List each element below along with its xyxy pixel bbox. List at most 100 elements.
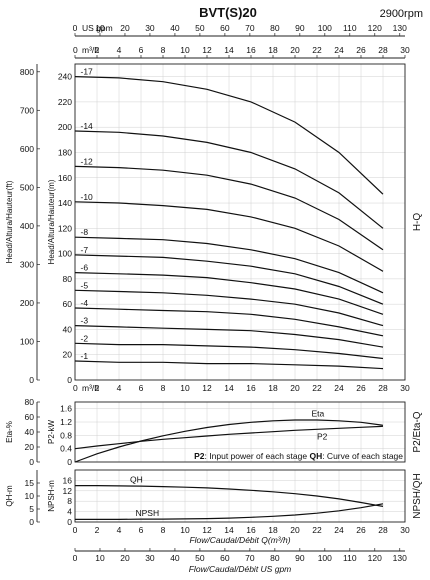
pe-side-label: P2/Eta-Q xyxy=(412,411,423,452)
qn-bottom-m3h-tick-label: 0 xyxy=(73,525,78,535)
qn-bottom-m3h-tick-label: 4 xyxy=(117,525,122,535)
hq-stage-label: -7 xyxy=(81,245,89,255)
pe-kw-axis-label: P2-kW xyxy=(47,420,56,444)
hq-y-tick-label-m: 140 xyxy=(58,198,72,208)
pe-footnote-part: : Input power of each stage xyxy=(205,451,310,461)
hq-bottom-tick-label: 18 xyxy=(268,383,278,393)
bottom-gpm-tick-label: 30 xyxy=(145,553,155,563)
hq-y-tick-label-m: 80 xyxy=(63,274,73,284)
hq-ft-tick-label: 700 xyxy=(20,105,34,115)
top-gpm-tick-label: 100 xyxy=(318,23,332,33)
hq-bottom-tick-label: 16 xyxy=(246,383,256,393)
pe-eta-tick-label: 60 xyxy=(25,412,35,422)
top-gpm-tick-label: 10 xyxy=(95,23,105,33)
pe-p2-curve xyxy=(74,425,384,450)
pe-footnote-part: QH xyxy=(309,451,322,461)
qn-npsh-tick-label: 12 xyxy=(63,486,73,496)
qn-bottom-m3h-tick-label: 12 xyxy=(202,525,212,535)
qn-bottom-m3h-tick-label: 2 xyxy=(95,525,100,535)
hq-curve-stage-10 xyxy=(74,201,384,272)
hq-ft-tick-label: 400 xyxy=(20,221,34,231)
hq-y-tick-label-m: 180 xyxy=(58,147,72,157)
top-gpm-tick-label: 80 xyxy=(270,23,280,33)
qn-npsh-tick-label: 8 xyxy=(67,496,72,506)
top-gpm-tick-label: 0 xyxy=(73,23,78,33)
hq-ft-tick-label: 100 xyxy=(20,336,34,346)
top-m3h-tick-label: 30 xyxy=(400,45,410,55)
pe-p2-series-label: P2 xyxy=(317,431,328,441)
hq-stage-label: -6 xyxy=(81,263,89,273)
qn-bottom-m3h-tick-label: 14 xyxy=(224,525,234,535)
hq-y-tick-label-m: 160 xyxy=(58,173,72,183)
qn-npsh-tick-label: 0 xyxy=(67,517,72,527)
qn-bottom-m3h-tick-label: 28 xyxy=(378,525,388,535)
hq-ft-tick-label: 500 xyxy=(20,182,34,192)
top-m3h-tick-label: 14 xyxy=(224,45,234,55)
pe-kw-tick-label: 0 xyxy=(67,457,72,467)
hq-stage-label: -2 xyxy=(81,333,89,343)
hq-bottom-zero-label: 0 xyxy=(73,383,78,393)
hq-bottom-tick-label: 20 xyxy=(290,383,300,393)
qn-bottom-m3h-tick-label: 16 xyxy=(246,525,256,535)
top-m3h-tick-label: 8 xyxy=(161,45,166,55)
top-gpm-tick-label: 90 xyxy=(295,23,305,33)
hq-curve-stage-1 xyxy=(74,360,384,370)
hq-stage-label: -17 xyxy=(81,67,94,77)
top-gpm-tick-label: 30 xyxy=(145,23,155,33)
hq-curve-stage-5 xyxy=(74,289,384,327)
qn-npsh-axis-label: NPSH-m xyxy=(47,480,56,512)
top-gpm-tick-label: 70 xyxy=(245,23,255,33)
pe-eta-series-label: Eta xyxy=(312,409,325,419)
hq-bottom-tick-label: 10 xyxy=(180,383,190,393)
hq-bottom-axis-label: m³/h xyxy=(82,383,99,393)
top-m3h-tick-label: 20 xyxy=(290,45,300,55)
qn-npsh-tick-label: 4 xyxy=(67,507,72,517)
hq-bottom-tick-label: 22 xyxy=(312,383,322,393)
bottom-gpm-tick-label: 130 xyxy=(393,553,407,563)
hq-y-tick-label-m: 40 xyxy=(63,324,73,334)
hq-stage-label: -4 xyxy=(81,298,89,308)
qn-bottom-m3h-axis-label: Flow/Caudal/Débit Q(m³/h) xyxy=(189,535,290,545)
pe-kw-tick-label: 1.2 xyxy=(60,417,72,427)
hq-bottom-tick-label: 12 xyxy=(202,383,212,393)
hq-bottom-tick-label: 4 xyxy=(117,383,122,393)
pe-plot-frame xyxy=(74,401,406,463)
qn-bottom-m3h-tick-label: 20 xyxy=(290,525,300,535)
hq-y-tick-label-m: 0 xyxy=(67,375,72,385)
bottom-gpm-tick-label: 40 xyxy=(170,553,180,563)
qn-qh-tick-label: 5 xyxy=(29,504,34,514)
pe-eta-tick-label: 80 xyxy=(25,397,35,407)
bottom-gpm-tick-label: 120 xyxy=(368,553,382,563)
hq-stage-label: -10 xyxy=(81,192,94,202)
hq-bottom-tick-label: 28 xyxy=(378,383,388,393)
hq-curve-stage-8 xyxy=(74,236,384,294)
bottom-gpm-tick-label: 10 xyxy=(95,553,105,563)
qn-bottom-m3h-tick-label: 22 xyxy=(312,525,322,535)
qn-side-label: NPSH/QH xyxy=(412,473,423,519)
bottom-gpm-tick-label: 20 xyxy=(120,553,130,563)
hq-bottom-tick-label: 6 xyxy=(139,383,144,393)
hq-curve-stage-3 xyxy=(74,325,384,348)
top-gpm-tick-label: 60 xyxy=(220,23,230,33)
qn-qh-curve xyxy=(75,485,384,507)
qn-bottom-m3h-tick-label: 8 xyxy=(161,525,166,535)
bottom-gpm-tick-label: 60 xyxy=(220,553,230,563)
hq-stage-label: -12 xyxy=(81,156,94,166)
hq-y-tick-label-m: 120 xyxy=(58,223,72,233)
hq-bottom-tick-label: 26 xyxy=(356,383,366,393)
hq-bottom-tick-label: 24 xyxy=(334,383,344,393)
top-m3h-tick-label: 28 xyxy=(378,45,388,55)
bottom-gpm-tick-label: 80 xyxy=(270,553,280,563)
top-m3h-tick-label: 18 xyxy=(268,45,278,55)
hq-stage-label: -8 xyxy=(81,227,89,237)
hq-stage-label: -5 xyxy=(81,280,89,290)
bottom-gpm-tick-label: 100 xyxy=(318,553,332,563)
pe-footnote-part: : Curve of each stage xyxy=(322,451,403,461)
hq-y-tick-label-m: 20 xyxy=(63,350,73,360)
top-gpm-tick-label: 50 xyxy=(195,23,205,33)
hq-ft-tick-label: 300 xyxy=(20,259,34,269)
top-m3h-tick-label: 2 xyxy=(95,45,100,55)
bottom-gpm-tick-label: 50 xyxy=(195,553,205,563)
top-gpm-axis-label: US gpm xyxy=(82,23,113,33)
hq-curve-stage-6 xyxy=(74,272,384,315)
